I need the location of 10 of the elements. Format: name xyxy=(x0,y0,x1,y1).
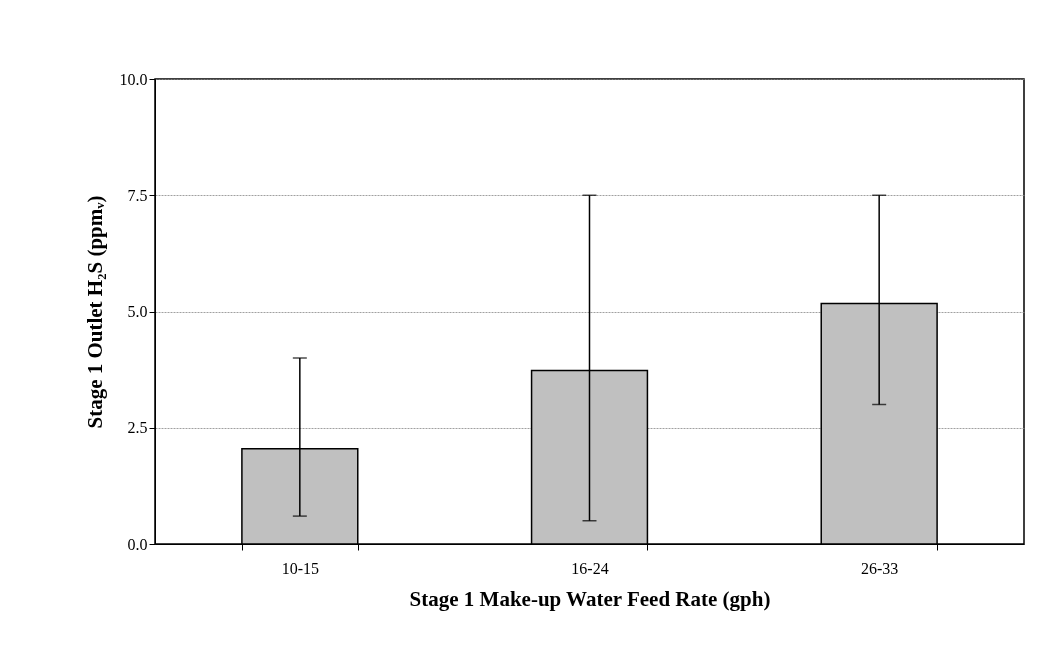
y-tick-label: 10.0 xyxy=(119,70,148,88)
y-tick-label: 5.0 xyxy=(127,303,148,320)
x-axis-title: Stage 1 Make-up Water Feed Rate (gph) xyxy=(409,586,771,611)
y-tick-label: 2.5 xyxy=(127,419,148,437)
y-axis-title: Stage 1 Outlet H₂S (ppmᵥ) xyxy=(82,195,107,429)
x-tick-label: 26-33 xyxy=(861,559,899,577)
y-tick-label: 7.5 xyxy=(127,186,148,204)
y-tick-label: 0.0 xyxy=(127,535,148,553)
x-tick-label: 10-15 xyxy=(281,559,319,577)
x-tick-label: 16-24 xyxy=(571,559,609,577)
